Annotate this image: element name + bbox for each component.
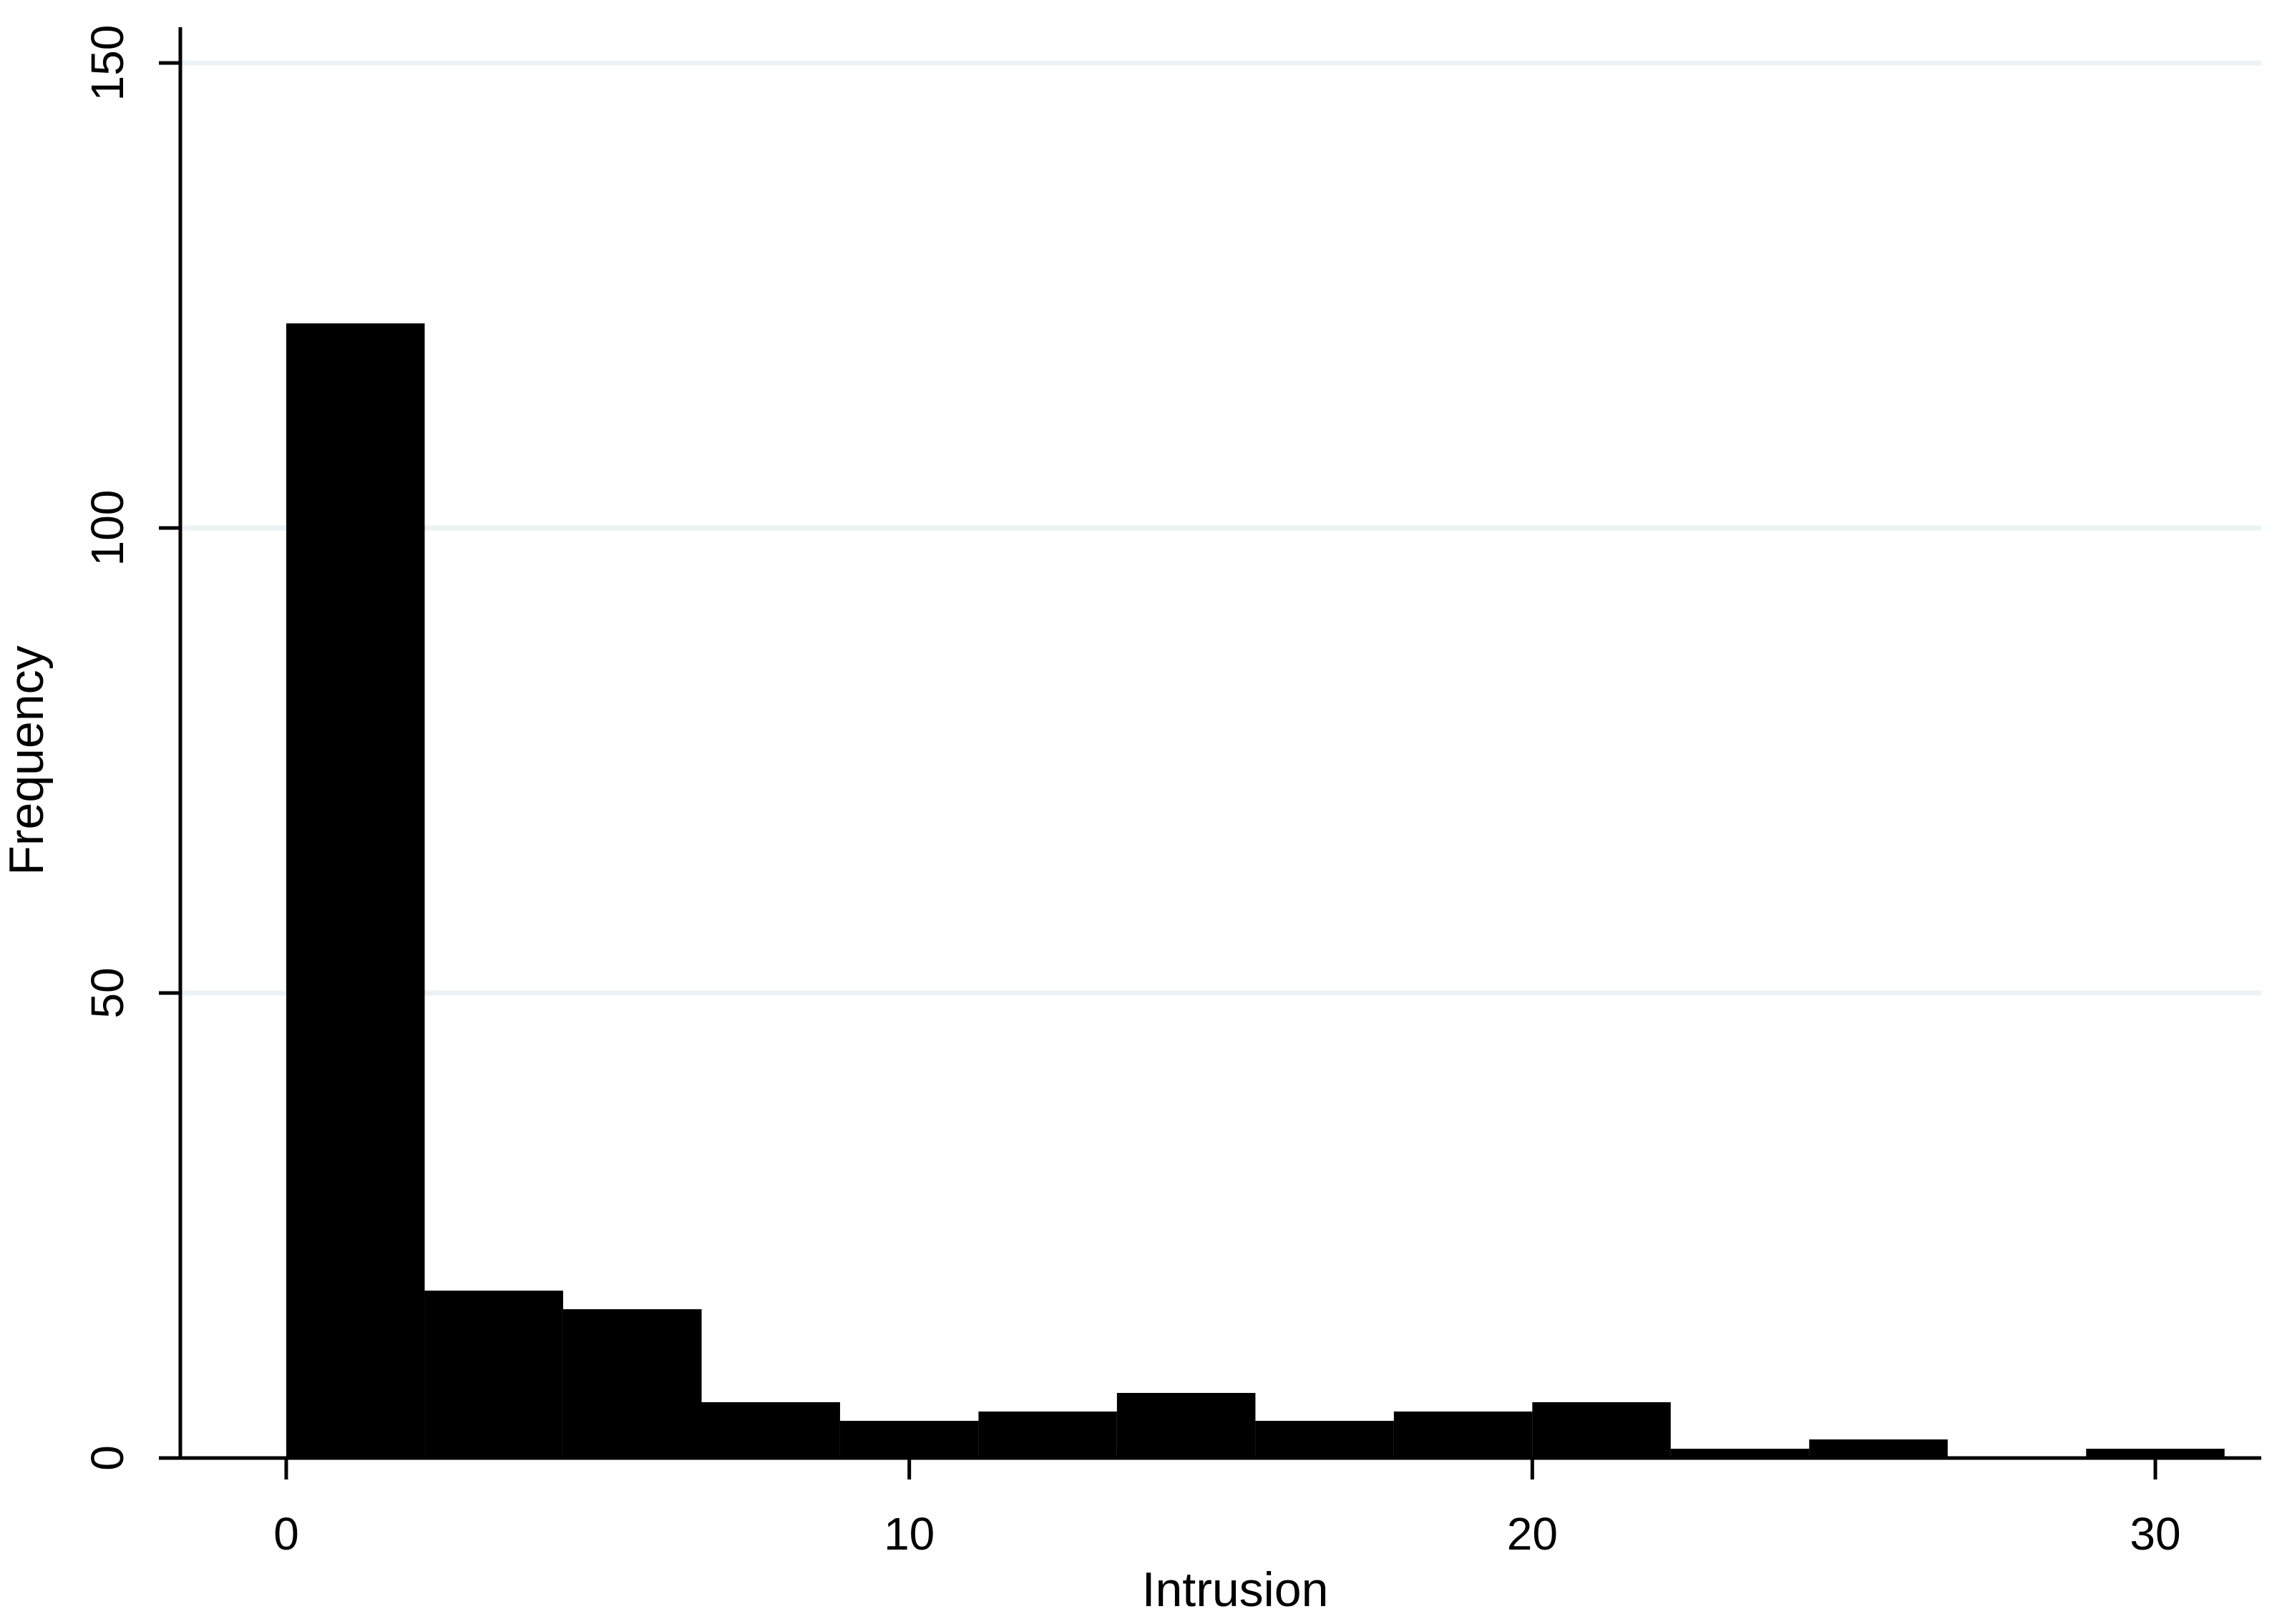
- bar-6: [1116, 1393, 1256, 1458]
- x-tick-label-10: 10: [884, 1508, 935, 1560]
- axes: [159, 27, 2261, 1479]
- x-tick-label-30: 30: [2130, 1508, 2180, 1560]
- bar-5: [978, 1412, 1117, 1458]
- x-axis-title: Intrusion: [1142, 1562, 1329, 1617]
- y-axis-title: Frequency: [0, 645, 54, 875]
- bar-1: [424, 1291, 563, 1458]
- bar-7: [1255, 1421, 1394, 1458]
- x-tick-label-0: 0: [273, 1508, 299, 1560]
- y-tick-label-50: 50: [82, 967, 133, 1018]
- bars: [286, 323, 2225, 1458]
- bar-11: [1809, 1439, 1948, 1458]
- bar-2: [562, 1309, 702, 1458]
- bar-9: [1532, 1402, 1671, 1458]
- bar-13: [2086, 1449, 2225, 1458]
- tick-labels: 0 50 100 150 0 10 20 30: [82, 25, 2181, 1560]
- bar-8: [1393, 1412, 1533, 1458]
- bar-10: [1670, 1449, 1810, 1458]
- grid-lines: [180, 60, 2261, 996]
- bar-3: [701, 1402, 840, 1458]
- bar-0: [286, 323, 425, 1458]
- y-tick-label-150: 150: [82, 25, 133, 102]
- bar-4: [839, 1421, 979, 1458]
- y-tick-label-0: 0: [82, 1445, 133, 1471]
- x-tick-label-20: 20: [1507, 1508, 1558, 1560]
- y-tick-label-100: 100: [82, 490, 133, 567]
